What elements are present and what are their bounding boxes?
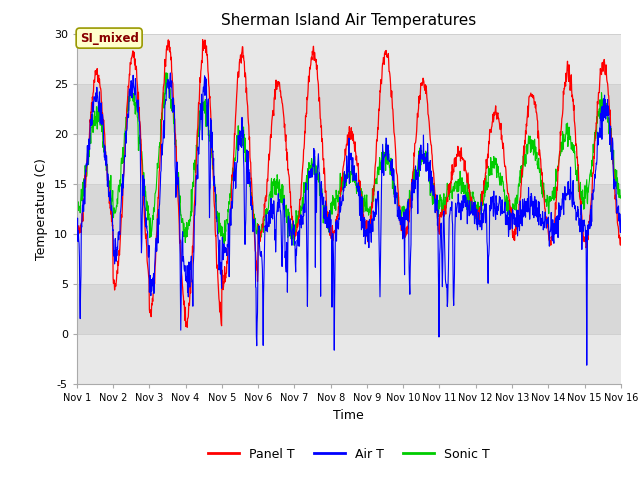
Panel T: [505, 194, 513, 200]
Air T: [505, 233, 513, 239]
Y-axis label: Temperature (C): Temperature (C): [35, 158, 48, 260]
Panel T: [180, 309, 188, 315]
Bar: [77, 134, 621, 184]
Air T: [166, 70, 174, 76]
Sonic T: [434, 209, 442, 215]
Bar: [77, 184, 621, 234]
Panel T: [434, 216, 442, 221]
Air T: [195, 144, 202, 150]
Bar: [77, 234, 621, 284]
Air T: [617, 211, 625, 217]
Bar: [77, 34, 621, 84]
Bar: [77, 334, 621, 384]
Sonic T: [73, 199, 81, 204]
Panel T: [553, 184, 561, 190]
Air T: [583, 362, 591, 368]
Air T: [73, 230, 81, 236]
Air T: [181, 263, 189, 268]
Line: Panel T: Panel T: [77, 40, 621, 327]
Line: Sonic T: Sonic T: [77, 72, 621, 245]
Line: Air T: Air T: [77, 73, 621, 365]
Sonic T: [255, 227, 263, 232]
Panel T: [617, 235, 625, 241]
Legend: Panel T, Air T, Sonic T: Panel T, Air T, Sonic T: [203, 443, 495, 466]
Title: Sherman Island Air Temperatures: Sherman Island Air Temperatures: [221, 13, 476, 28]
Text: SI_mixed: SI_mixed: [80, 32, 139, 45]
Panel T: [183, 324, 191, 330]
Air T: [434, 223, 442, 228]
Sonic T: [617, 193, 625, 199]
Sonic T: [291, 242, 298, 248]
Air T: [255, 223, 263, 228]
Bar: [77, 84, 621, 134]
Panel T: [199, 37, 207, 43]
Sonic T: [195, 134, 202, 140]
Panel T: [73, 228, 81, 234]
Sonic T: [553, 169, 561, 175]
Bar: [77, 284, 621, 334]
Sonic T: [181, 227, 189, 232]
Air T: [553, 214, 561, 219]
Panel T: [255, 227, 263, 233]
Panel T: [195, 114, 202, 120]
Sonic T: [162, 70, 170, 75]
X-axis label: Time: Time: [333, 408, 364, 421]
Sonic T: [505, 201, 513, 206]
